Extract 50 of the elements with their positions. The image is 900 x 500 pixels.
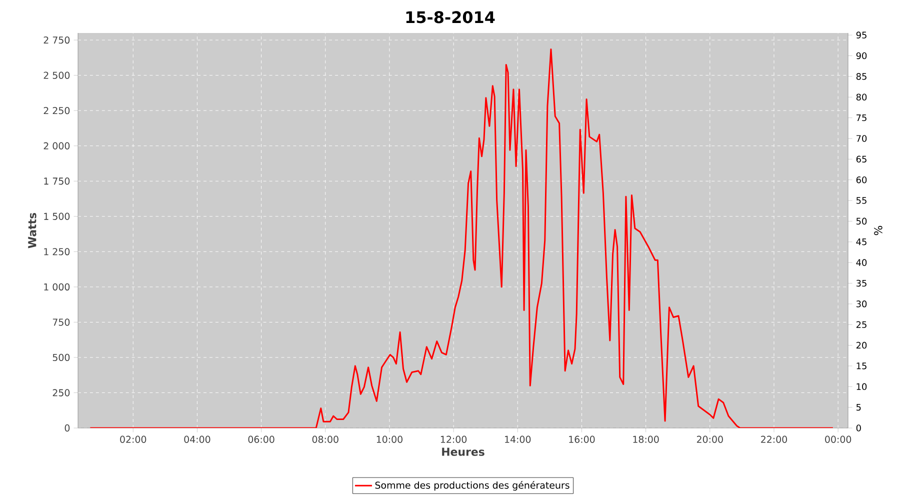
y2-tick-label: 65 xyxy=(856,156,866,163)
y2-tick-label: 5 xyxy=(856,404,861,411)
y2-tick-label: 30 xyxy=(856,300,867,308)
x-axis-title: Heures xyxy=(442,448,484,456)
y2-tick-label: 35 xyxy=(856,280,866,287)
y2-tick-label: 40 xyxy=(856,259,867,266)
y2-tick-label: 10 xyxy=(856,383,867,390)
y2-tick-label: 95 xyxy=(856,32,866,38)
x-tick-label: 04:00 xyxy=(184,436,210,443)
y-tick-label: 2 750 xyxy=(44,36,70,44)
y2-tick-label: 50 xyxy=(856,218,867,225)
x-tick-label: 22:00 xyxy=(761,436,787,443)
y-tick-label: 2 250 xyxy=(44,107,70,114)
y-tick-label: 1 750 xyxy=(44,178,70,185)
x-tick-label: 20:00 xyxy=(696,436,723,443)
y2-tick-label: 15 xyxy=(856,362,866,370)
y2-tick-label: 90 xyxy=(856,52,867,60)
y-tick-label: 1 500 xyxy=(44,212,70,220)
x-tick-label: 18:00 xyxy=(633,436,659,443)
y2-axis-title: % xyxy=(874,226,882,236)
y-tick-label: 500 xyxy=(52,354,70,362)
y2-tick-label: 55 xyxy=(856,197,866,204)
y2-tick-label: 85 xyxy=(856,73,866,80)
y2-tick-label: 45 xyxy=(856,238,866,246)
y2-tick-label: 60 xyxy=(856,176,867,184)
y2-tick-label: 0 xyxy=(856,424,861,432)
y2-tick-label: 25 xyxy=(856,321,866,328)
y-tick-label: 1 250 xyxy=(44,248,70,256)
x-tick-label: 14:00 xyxy=(505,436,531,443)
y2-tick-label: 20 xyxy=(856,342,867,349)
y2-tick-label: 70 xyxy=(856,135,867,142)
y2-tick-label: 75 xyxy=(856,114,866,122)
x-tick-label: 00:00 xyxy=(825,436,852,443)
y2-tick-label: 80 xyxy=(856,94,867,100)
legend-label: Somme des productions des générateurs xyxy=(375,481,570,491)
x-tick-label: 10:00 xyxy=(376,436,402,443)
x-tick-label: 02:00 xyxy=(120,436,146,443)
y-tick-label: 2 500 xyxy=(44,72,70,79)
chart-title: 15-8-2014 xyxy=(406,11,495,24)
y-tick-label: 0 xyxy=(64,424,70,432)
y-axis-title: Watts xyxy=(28,212,36,248)
y-tick-label: 750 xyxy=(52,318,70,326)
line-series xyxy=(89,48,834,428)
x-tick-label: 08:00 xyxy=(312,436,338,443)
x-tick-label: 16:00 xyxy=(569,436,595,443)
x-tick-label: 12:00 xyxy=(440,436,467,443)
x-tick-label: 06:00 xyxy=(248,436,274,443)
y-tick-label: 250 xyxy=(52,389,70,396)
y-tick-label: 2 000 xyxy=(44,142,70,150)
y-tick-label: 1 000 xyxy=(44,283,70,291)
